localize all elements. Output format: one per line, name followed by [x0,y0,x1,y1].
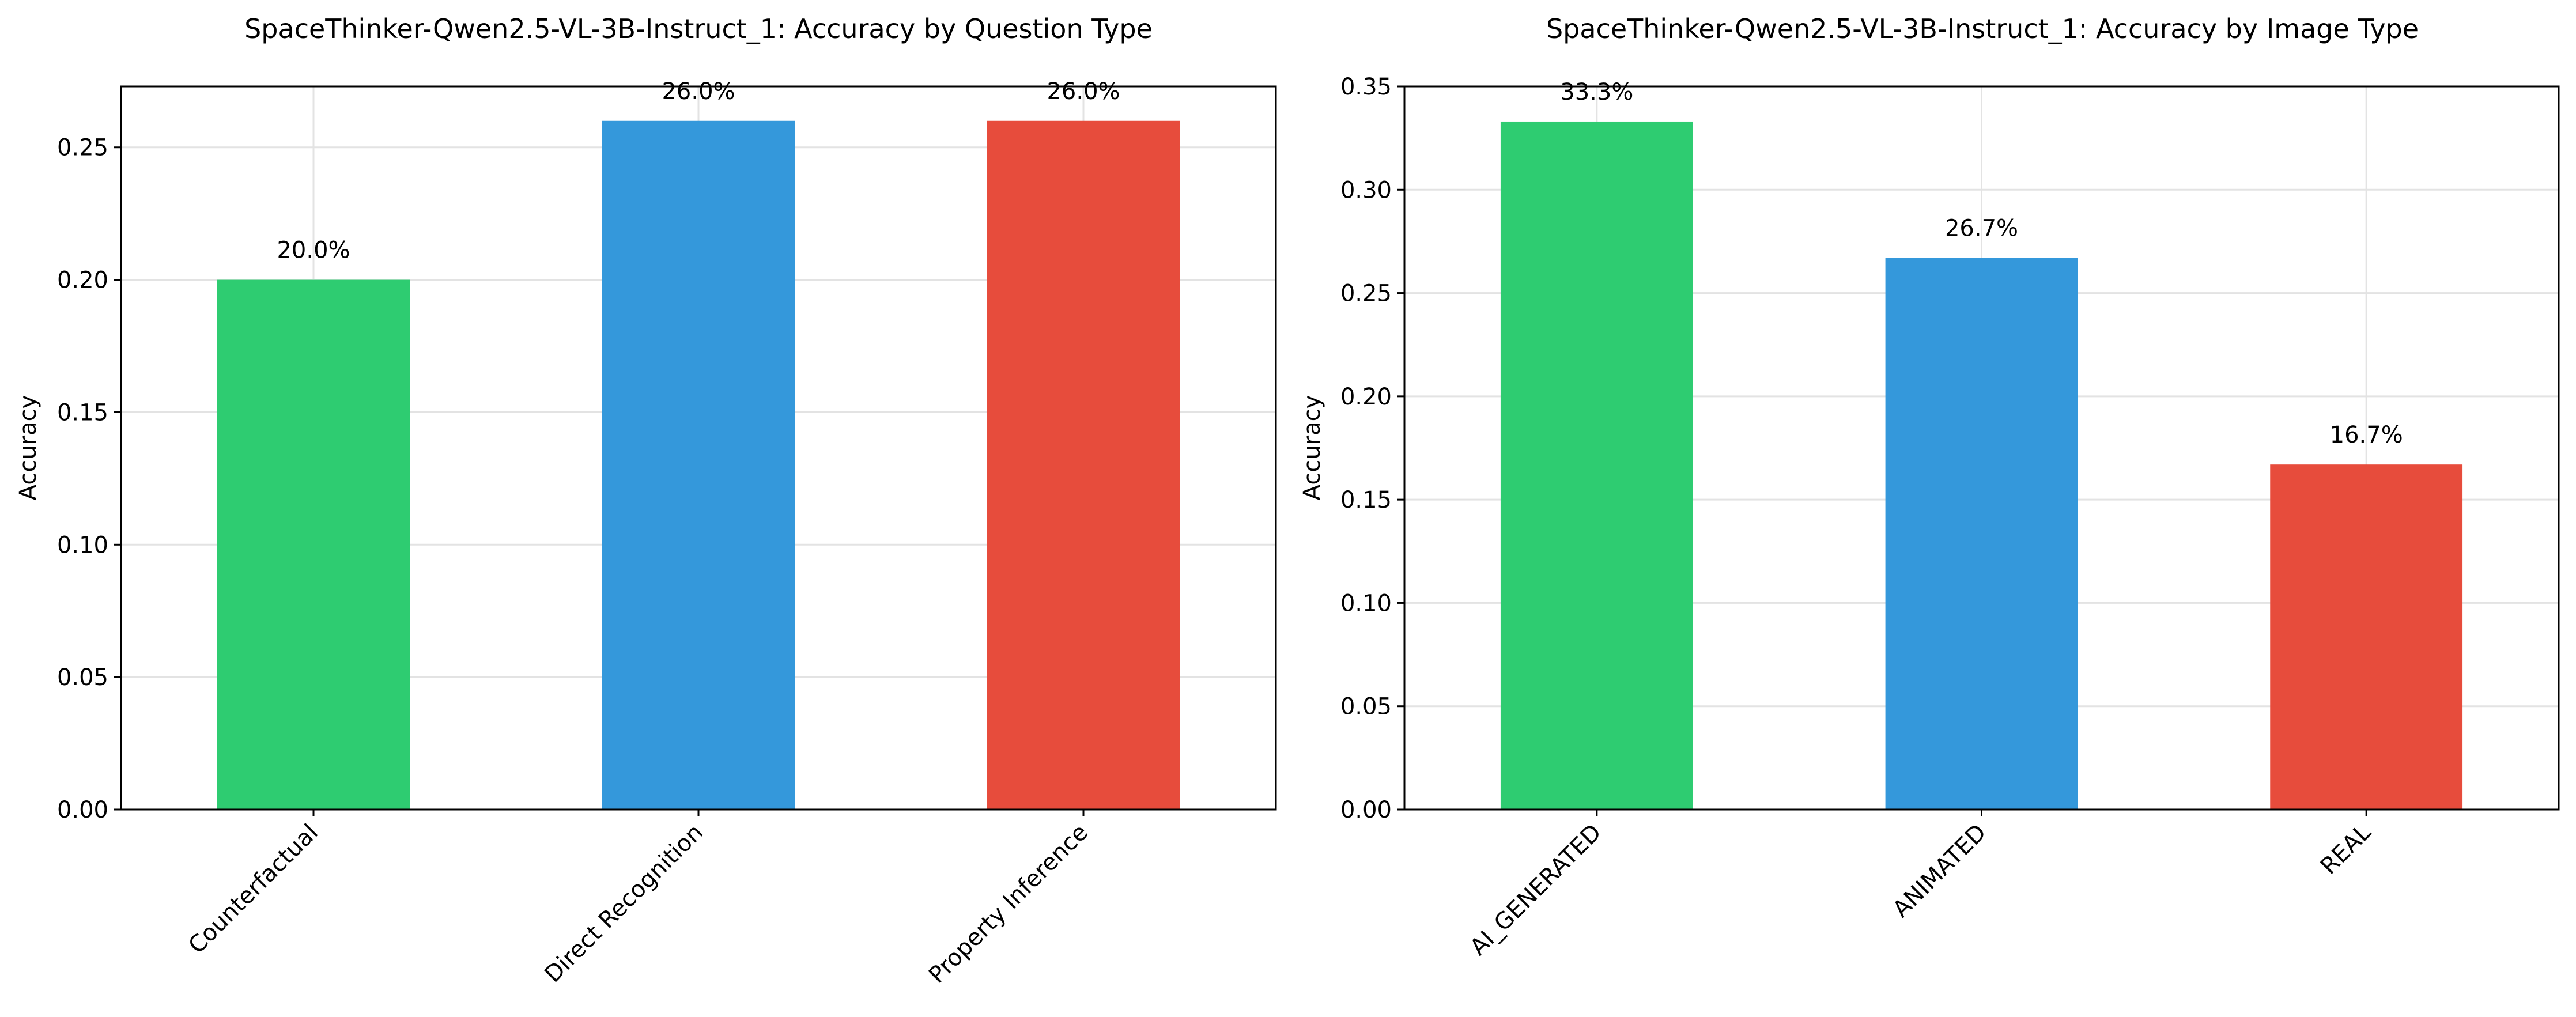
data-label: 16.7% [2330,422,2403,448]
y-tick-label: 0.25 [57,135,108,161]
x-tick-label: Direct Recognition [539,819,708,988]
bar-animated [1885,258,2078,810]
y-tick-label: 0.10 [1340,590,1392,617]
bar-ai-generated [1500,121,1693,810]
x-tick-label: AI_GENERATED [1465,819,1607,961]
data-label: 26.0% [662,78,735,105]
data-label: 20.0% [277,237,350,264]
data-label: 26.7% [1945,216,2018,242]
y-tick-label: 0.10 [57,532,108,558]
x-tick-label: Counterfactual [183,819,323,959]
chart-accuracy-by-question-type: SpaceThinker-Qwen2.5-VL-3B-Instruct_1: A… [15,13,1277,989]
y-tick-label: 0.05 [57,664,108,691]
y-tick-label: 0.30 [1340,177,1392,203]
x-tick-label: Property Inference [924,819,1093,989]
y-tick-label: 0.20 [1340,384,1392,410]
bar-real [2270,464,2463,810]
chart-accuracy-by-image-type: SpaceThinker-Qwen2.5-VL-3B-Instruct_1: A… [1299,13,2560,961]
plot-frame [1403,85,2560,811]
x-tick-label: ANIMATED [1888,819,1992,923]
data-label: 33.3% [1560,79,1633,105]
plot-frame [120,85,1277,811]
y-tick-label: 0.15 [1340,487,1392,513]
bar-property-inference [987,120,1180,810]
bar-direct-recognition [602,120,795,810]
chart-title: SpaceThinker-Qwen2.5-VL-3B-Instruct_1: A… [1546,13,2419,44]
y-tick-label: 0.35 [1340,74,1392,100]
y-tick-label: 0.05 [1340,694,1392,720]
data-label: 26.0% [1047,78,1120,105]
y-tick-label: 0.00 [57,797,108,823]
y-tick-label: 0.00 [1340,797,1392,823]
bar-counterfactual [217,279,410,810]
chart-title: SpaceThinker-Qwen2.5-VL-3B-Instruct_1: A… [244,13,1153,44]
y-tick-label: 0.15 [57,399,108,426]
x-tick-label: REAL [2316,819,2377,880]
y-axis-label: Accuracy [1299,395,1325,501]
y-tick-label: 0.25 [1340,281,1392,307]
y-axis-label: Accuracy [15,395,41,501]
y-tick-label: 0.20 [57,267,108,294]
